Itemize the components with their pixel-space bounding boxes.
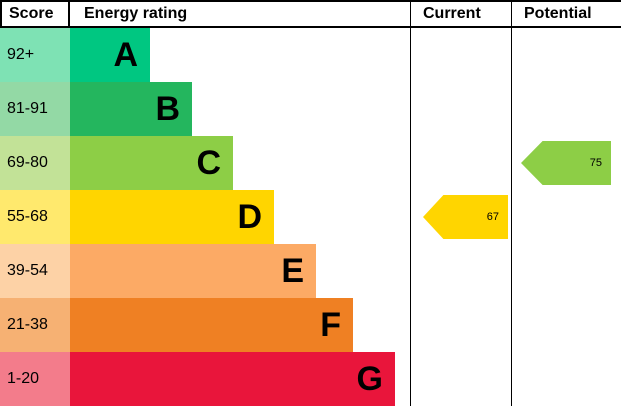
rating-letter-d: D [237,198,262,236]
score-header: Score [0,2,70,28]
rating-letter-c: C [196,144,221,182]
current-cell-g [410,352,511,406]
rating-bar-d: D [70,190,274,244]
current-cell-c [410,136,511,190]
potential-cell-c: 75 [511,136,621,190]
score-cell-a: 92+ [0,28,70,82]
score-cell-e: 39-54 [0,244,70,298]
rating-bar-cell-g: G [70,352,410,406]
rating-bar-cell-e: E [70,244,410,298]
rating-bar-cell-f: F [70,298,410,352]
rating-bar-b: B [70,82,192,136]
current-cell-b [410,82,511,136]
current-cell-e [410,244,511,298]
rating-letter-f: F [320,306,341,344]
rating-bar-cell-c: C [70,136,410,190]
score-cell-b: 81-91 [0,82,70,136]
rating-bar-e: E [70,244,316,298]
rating-letter-b: B [155,90,180,128]
potential-cell-b [511,82,621,136]
potential-cell-a [511,28,621,82]
potential-cell-f [511,298,621,352]
rating-bar-cell-a: A [70,28,410,82]
rating-letter-g: G [356,360,383,398]
rating-letter-a: A [113,36,138,74]
current-cell-d: 67 [410,190,511,244]
potential-cell-d [511,190,621,244]
rating-bar-cell-b: B [70,82,410,136]
rating-bar-c: C [70,136,233,190]
score-cell-c: 69-80 [0,136,70,190]
score-cell-d: 55-68 [0,190,70,244]
potential-rating-arrow: 75 [521,141,611,185]
current-rating-arrow: 67 [423,195,508,239]
potential-value: 75 [589,156,602,169]
rating-letter-e: E [281,252,304,290]
current-cell-f [410,298,511,352]
potential-header: Potential [511,2,621,28]
current-value: 67 [486,210,499,223]
rating-bar-cell-d: D [70,190,410,244]
score-cell-f: 21-38 [0,298,70,352]
current-cell-a [410,28,511,82]
potential-cell-g [511,352,621,406]
current-header: Current [410,2,511,28]
rating-bar-a: A [70,28,150,82]
rating-bar-f: F [70,298,353,352]
score-cell-g: 1-20 [0,352,70,406]
energy-rating-header: Energy rating [70,2,410,28]
potential-cell-e [511,244,621,298]
rating-bar-g: G [70,352,395,406]
